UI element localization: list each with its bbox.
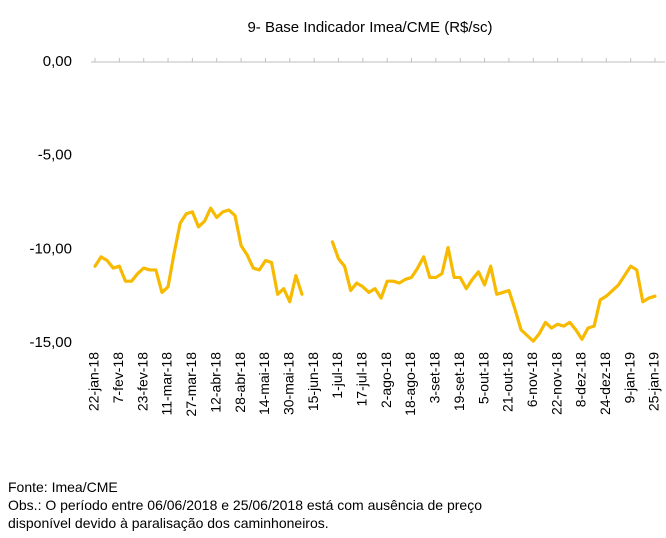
x-tick-label: 22-jan-18 bbox=[86, 352, 102, 411]
x-tick-label: 2-ago-18 bbox=[378, 352, 394, 408]
x-tick-label: 5-out-18 bbox=[475, 352, 491, 404]
x-tick-label: 8-dez-18 bbox=[573, 352, 589, 407]
chart-title: 9- Base Indicador Imea/CME (R$/sc) bbox=[247, 19, 492, 36]
x-tick-label: 1-jul-18 bbox=[329, 352, 345, 399]
x-tick-label: 6-nov-18 bbox=[524, 352, 540, 407]
line-series bbox=[330, 240, 657, 343]
x-tick-label: 25-jan-19 bbox=[646, 352, 662, 411]
x-tick-label: 3-set-18 bbox=[427, 352, 443, 404]
line-series bbox=[93, 206, 304, 304]
x-tick-label: 15-jun-18 bbox=[305, 352, 321, 411]
y-tick-label: -15,00 bbox=[29, 334, 72, 351]
x-tick-label: 19-set-18 bbox=[451, 352, 467, 411]
footer: Fonte: Imea/CME Obs.: O período entre 06… bbox=[8, 478, 482, 532]
note-line: Obs.: O período entre 06/06/2018 e 25/06… bbox=[8, 497, 482, 513]
x-tick-label: 18-ago-18 bbox=[402, 352, 418, 416]
y-tick-label: 0,00 bbox=[43, 53, 72, 70]
note-line: disponível devido à paralisação dos cami… bbox=[8, 515, 329, 531]
x-tick-label: 14-mai-18 bbox=[256, 352, 272, 415]
x-tick-label: 23-fev-18 bbox=[134, 352, 150, 411]
x-tick-label: 17-jul-18 bbox=[354, 352, 370, 407]
x-tick-label: 22-nov-18 bbox=[548, 352, 564, 415]
x-tick-label: 9-jan-19 bbox=[621, 352, 637, 404]
x-tick-label: 28-abr-18 bbox=[232, 352, 248, 413]
y-tick-label: -5,00 bbox=[38, 147, 72, 164]
x-tick-label: 24-dez-18 bbox=[597, 352, 613, 415]
source: Fonte: Imea/CME bbox=[8, 479, 118, 495]
x-tick-label: 30-mai-18 bbox=[280, 352, 296, 415]
x-tick-label: 27-mar-18 bbox=[183, 352, 199, 417]
y-tick-label: -10,00 bbox=[29, 240, 72, 257]
x-tick-label: 12-abr-18 bbox=[207, 352, 223, 413]
x-tick-label: 7-fev-18 bbox=[110, 352, 126, 404]
x-tick-label: 21-out-18 bbox=[500, 352, 516, 412]
x-tick-label: 11-mar-18 bbox=[159, 352, 175, 416]
